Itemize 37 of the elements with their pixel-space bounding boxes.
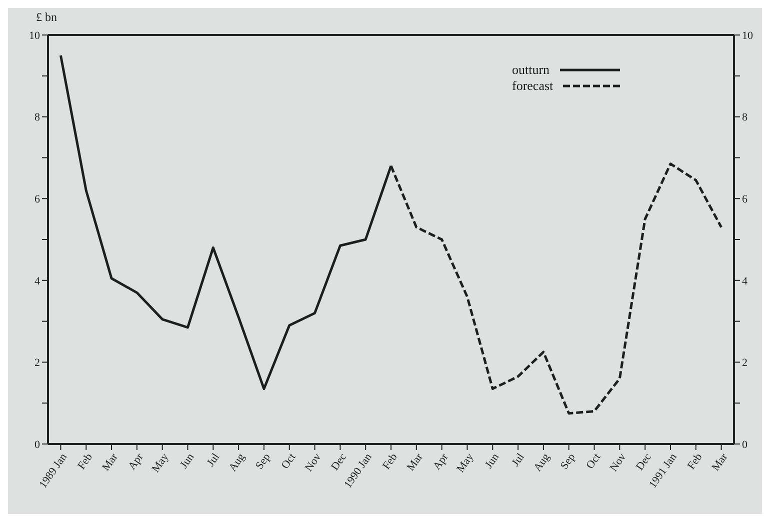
x-tick-label: Sep (254, 450, 274, 472)
y-tick-label: 2 (34, 357, 40, 370)
legend-label: forecast (512, 78, 554, 94)
x-tick-label: Jun (482, 450, 502, 471)
x-tick-label: Dec (634, 451, 654, 473)
x-tick-label: Mar (404, 451, 426, 474)
y-tick-label: 0 (34, 438, 40, 451)
x-tick-label: Feb (76, 450, 96, 472)
y2-tick-label: 4 (742, 275, 748, 288)
x-tick-label: Mar (710, 451, 730, 474)
y2-tick-label: 10 (742, 30, 754, 42)
y-tick-label: 4 (34, 275, 40, 288)
x-tick-label: Jul (204, 451, 222, 469)
x-tick-label: Nov (608, 450, 629, 474)
x-tick-label: Aug (226, 450, 248, 474)
y2-tick-label: 8 (742, 112, 748, 124)
x-tick-label: Apr (126, 451, 146, 472)
x-tick-label: Aug (532, 450, 553, 474)
x-tick-label: Feb (685, 450, 706, 472)
legend-label: outturn (512, 62, 550, 78)
x-tick-label: Nov (302, 450, 324, 474)
x-tick-label: Sep (558, 450, 578, 472)
x-tick-label: Apr (431, 451, 451, 472)
y-tick-label: 6 (34, 194, 40, 206)
y2-tick-label: 6 (742, 194, 748, 206)
x-tick-label: Dec (329, 451, 350, 473)
y-axis-title: £ bn (36, 10, 57, 25)
y2-tick-label: 2 (742, 357, 748, 370)
y2-tick-label: 0 (742, 438, 748, 451)
y-tick-label: 8 (34, 112, 40, 124)
x-tick-label: Oct (584, 451, 604, 472)
x-tick-label: Mar (100, 451, 121, 474)
x-tick-label: Feb (380, 450, 400, 472)
x-tick-label: Jun (178, 450, 197, 471)
x-tick-label: Oct (279, 451, 298, 472)
x-tick-label: Jul (510, 451, 527, 469)
y-tick-label: 10 (29, 30, 40, 42)
